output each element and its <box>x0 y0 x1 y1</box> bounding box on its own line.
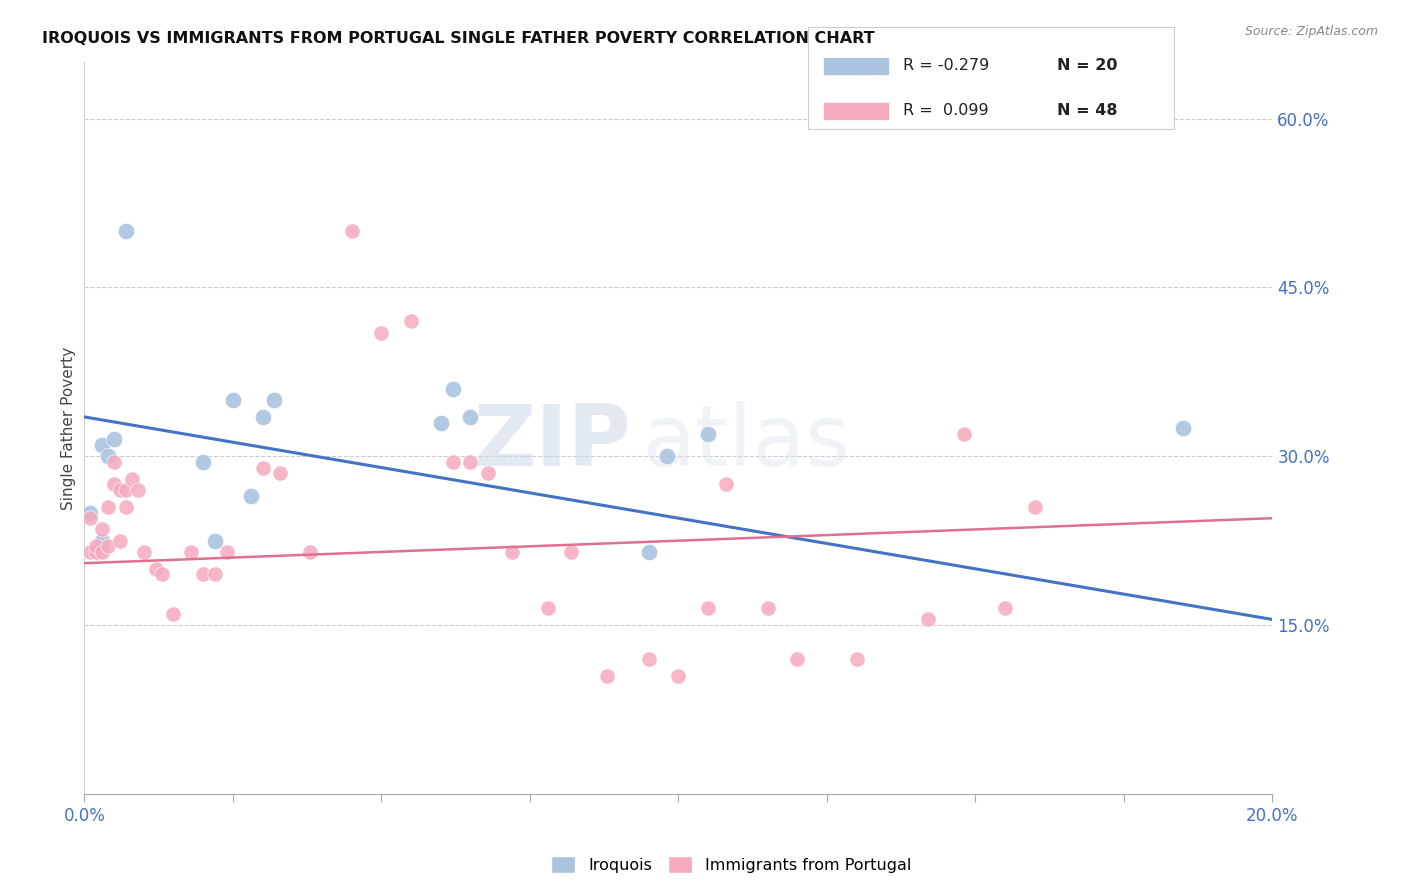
Point <box>215 545 238 559</box>
Point <box>637 652 659 666</box>
Text: R =  0.099: R = 0.099 <box>904 103 988 119</box>
Point <box>269 466 291 480</box>
Point <box>460 455 482 469</box>
Point <box>127 483 149 497</box>
Point <box>191 567 215 582</box>
Point <box>204 567 226 582</box>
Text: R = -0.279: R = -0.279 <box>904 58 990 73</box>
Point <box>714 477 737 491</box>
Point <box>252 409 274 424</box>
FancyBboxPatch shape <box>823 102 889 120</box>
Point <box>340 224 363 238</box>
Point <box>756 601 779 615</box>
Point <box>596 669 619 683</box>
Point <box>84 545 107 559</box>
Point <box>239 489 262 503</box>
Text: Source: ZipAtlas.com: Source: ZipAtlas.com <box>1244 25 1378 38</box>
Point <box>79 545 101 559</box>
Point <box>637 545 659 559</box>
Point <box>1173 421 1195 435</box>
Point <box>222 392 245 407</box>
Point <box>477 466 499 480</box>
Text: ZIP: ZIP <box>474 401 631 484</box>
Legend: Iroquois, Immigrants from Portugal: Iroquois, Immigrants from Portugal <box>546 849 917 880</box>
Point <box>994 601 1017 615</box>
Point <box>1024 500 1046 514</box>
Y-axis label: Single Father Poverty: Single Father Poverty <box>60 347 76 509</box>
Point <box>560 545 582 559</box>
Point <box>441 382 464 396</box>
Point <box>97 539 120 553</box>
Point <box>103 455 125 469</box>
Point <box>299 545 322 559</box>
Point <box>115 483 138 497</box>
Point <box>115 500 138 514</box>
Point <box>108 483 131 497</box>
Point <box>441 455 464 469</box>
Point <box>668 669 690 683</box>
Point <box>108 533 131 548</box>
Point <box>845 652 868 666</box>
Point <box>91 438 114 452</box>
Point <box>697 601 720 615</box>
Point <box>91 545 114 559</box>
Point <box>91 533 114 548</box>
Text: IROQUOIS VS IMMIGRANTS FROM PORTUGAL SINGLE FATHER POVERTY CORRELATION CHART: IROQUOIS VS IMMIGRANTS FROM PORTUGAL SIN… <box>42 31 875 46</box>
Point <box>162 607 184 621</box>
Point <box>537 601 560 615</box>
Point <box>115 224 138 238</box>
Point <box>501 545 523 559</box>
Point <box>370 326 392 340</box>
Point <box>132 545 155 559</box>
Point <box>97 450 120 464</box>
Point <box>399 314 422 328</box>
Point <box>97 500 120 514</box>
Point <box>103 433 125 447</box>
Point <box>460 409 482 424</box>
Point <box>84 539 107 553</box>
Point <box>252 460 274 475</box>
Point <box>952 426 974 441</box>
Point <box>91 523 114 537</box>
Point <box>655 450 678 464</box>
Point <box>204 533 226 548</box>
Point <box>180 545 202 559</box>
Point <box>145 562 167 576</box>
Text: atlas: atlas <box>643 401 851 484</box>
Point <box>786 652 808 666</box>
Point <box>917 612 939 626</box>
FancyBboxPatch shape <box>823 56 889 75</box>
Point <box>191 455 215 469</box>
Point <box>79 506 101 520</box>
Point <box>150 567 173 582</box>
Point <box>79 511 101 525</box>
Point <box>697 426 720 441</box>
Point <box>84 545 107 559</box>
Point <box>263 392 285 407</box>
Text: N = 20: N = 20 <box>1057 58 1118 73</box>
Point <box>430 416 453 430</box>
Point <box>121 472 143 486</box>
Point <box>103 477 125 491</box>
Text: N = 48: N = 48 <box>1057 103 1118 119</box>
